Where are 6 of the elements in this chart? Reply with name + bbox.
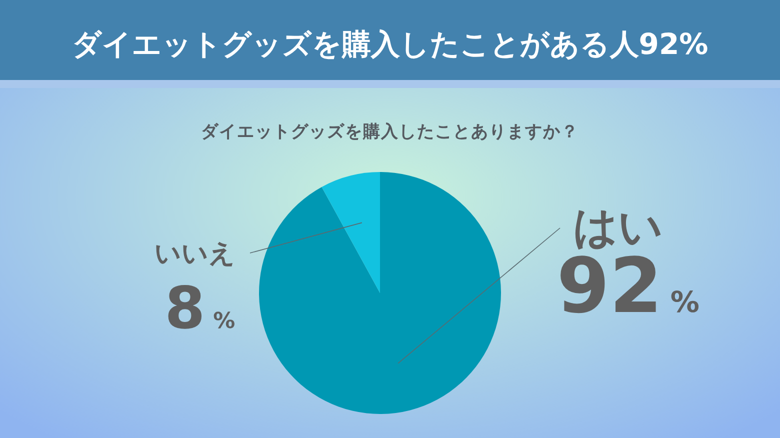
- chart-subtitle: ダイエットグッズを購入したことありますか？: [201, 122, 579, 142]
- pie-slice: [259, 172, 501, 414]
- chart-title: ダイエットグッズを購入したことがある人92%: [72, 27, 708, 61]
- data-label: 8%: [164, 274, 236, 342]
- pie-slice: [322, 172, 380, 293]
- slice-label: いいえ: [154, 239, 236, 269]
